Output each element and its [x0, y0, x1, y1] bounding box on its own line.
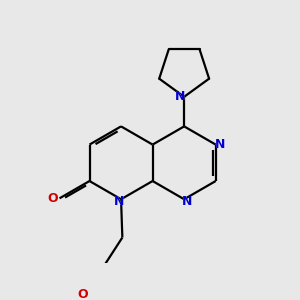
Text: N: N	[114, 195, 124, 208]
Text: O: O	[77, 288, 88, 300]
Text: O: O	[77, 288, 88, 300]
Text: N: N	[214, 138, 225, 151]
Text: O: O	[48, 192, 58, 205]
Text: N: N	[182, 195, 193, 208]
Text: N: N	[175, 90, 185, 103]
Text: N: N	[114, 195, 124, 208]
Text: N: N	[175, 90, 185, 103]
Text: O: O	[48, 192, 58, 205]
Text: N: N	[214, 138, 225, 151]
Text: N: N	[182, 195, 193, 208]
